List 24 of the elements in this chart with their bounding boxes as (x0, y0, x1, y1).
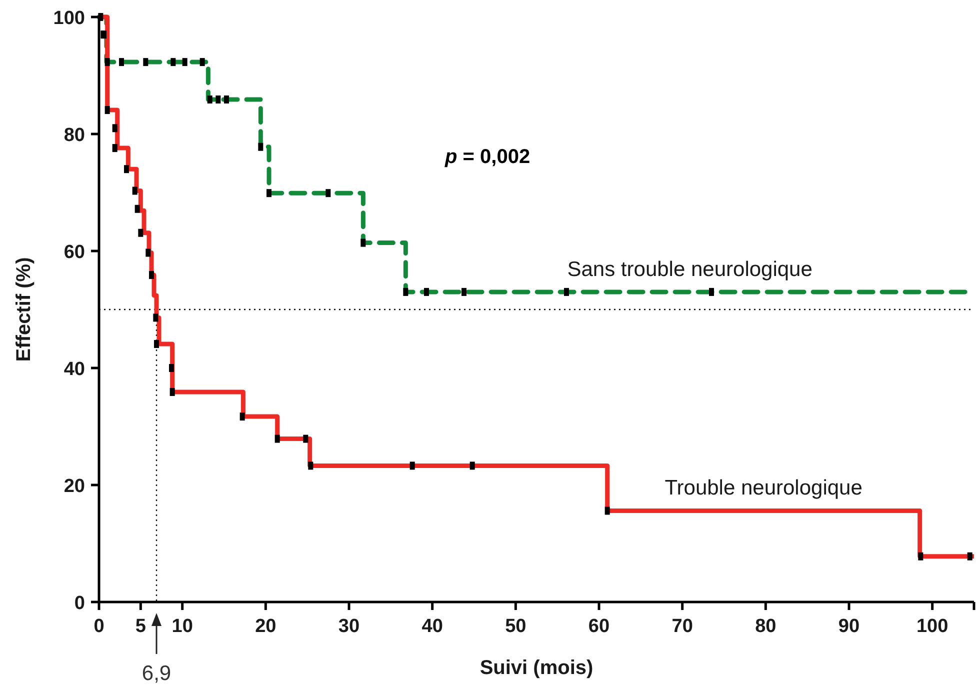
x-tick-label: 0 (94, 616, 104, 637)
x-tick-label: 40 (422, 616, 443, 637)
x-tick-label: 50 (505, 616, 526, 637)
x-tick-label: 70 (672, 616, 693, 637)
x-tick-label: 10 (172, 616, 193, 637)
ref-line-label: 6,9 (142, 662, 172, 685)
x-tick-label: 60 (588, 616, 610, 637)
y-tick-label: 60 (64, 242, 85, 263)
x-tick-label: 30 (338, 616, 360, 637)
y-axis-title: Effectif (%) (13, 257, 35, 362)
y-tick-label: 100 (53, 8, 85, 29)
annotation: p = 0,002 (444, 146, 530, 168)
x-tick-label: 20 (255, 616, 276, 637)
series-label: Trouble neurologique (664, 476, 862, 500)
x-tick-label: 5 (135, 616, 146, 637)
series-label: Sans trouble neurologique (567, 258, 812, 281)
y-tick-label: 0 (74, 593, 85, 614)
y-tick-label: 40 (64, 359, 85, 380)
x-tick-label: 80 (755, 616, 776, 637)
x-tick-label: 90 (838, 616, 860, 637)
x-axis-title: Suivi (mois) (480, 657, 594, 679)
y-tick-label: 80 (64, 125, 85, 146)
y-tick-label: 20 (64, 476, 85, 497)
x-tick-label: 100 (916, 616, 948, 637)
